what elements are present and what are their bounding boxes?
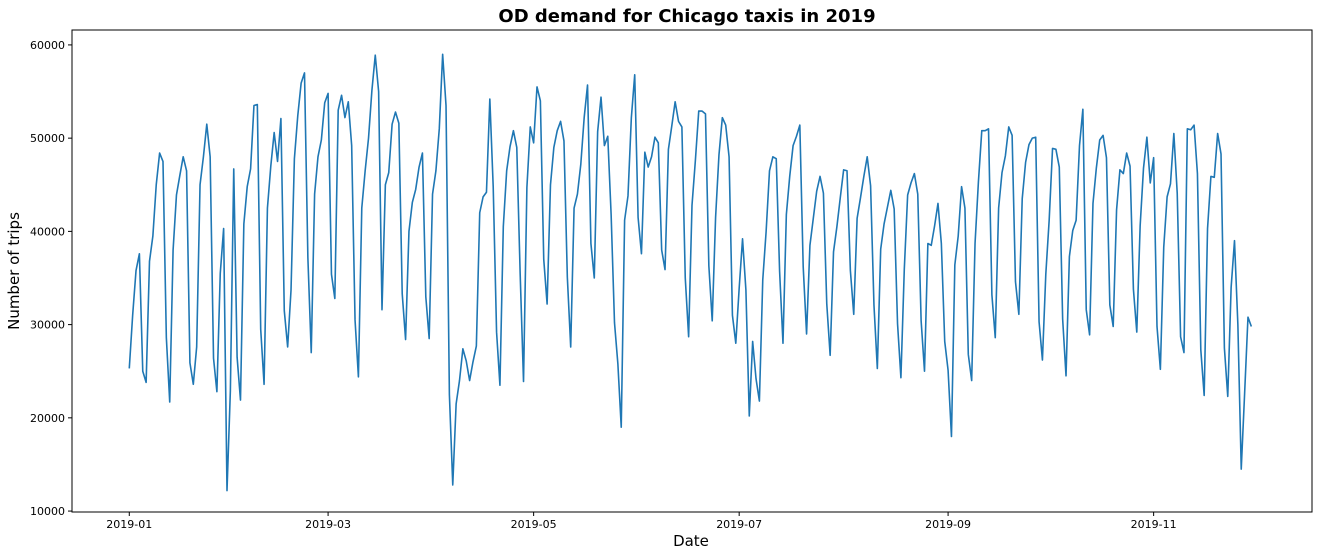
- x-axis-label: Date: [673, 532, 709, 550]
- x-tick-label: 2019-05: [511, 518, 557, 531]
- ticks-layer: 2019-01 2019-03 2019-05 2019-07 2019-09 2019-…: [30, 39, 1177, 531]
- x-tick-label: 2019-01: [106, 518, 152, 531]
- y-tick-label: 30000: [30, 319, 65, 332]
- plot-area: [72, 30, 1312, 512]
- plot-frame: [71, 29, 1313, 513]
- y-tick-label: 50000: [30, 132, 65, 145]
- y-axis-label: Number of trips: [5, 212, 23, 330]
- x-tick-label: 2019-03: [305, 518, 351, 531]
- y-tick-label: 20000: [30, 412, 65, 425]
- x-tick-label: 2019-07: [716, 518, 762, 531]
- y-tick-label: 40000: [30, 225, 65, 238]
- x-tick-label: 2019-11: [1131, 518, 1177, 531]
- chart-title: OD demand for Chicago taxis in 2019: [498, 6, 875, 27]
- x-tick-label: 2019-09: [925, 518, 971, 531]
- y-tick-label: 60000: [30, 39, 65, 52]
- series-line: [128, 53, 1253, 492]
- y-tick-label: 10000: [30, 505, 65, 518]
